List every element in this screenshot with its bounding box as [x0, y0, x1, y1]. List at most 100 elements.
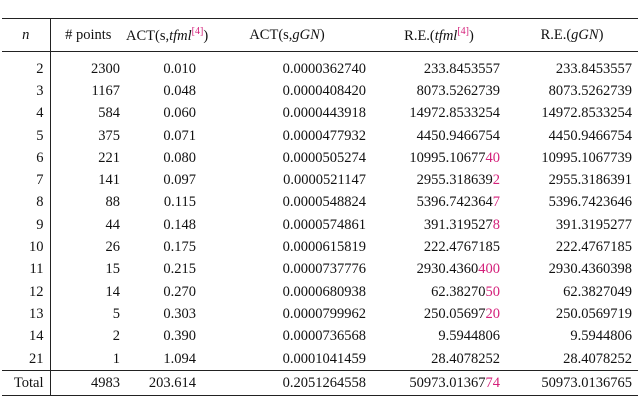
header-text: # points: [65, 26, 112, 43]
cell-text: 391.319527: [423, 216, 493, 233]
cell: 21: [2, 347, 51, 371]
table-footer: Total 4983 203.614 0.2051264558 50973.013677…: [2, 370, 638, 396]
cell: 0.0000737776: [202, 259, 372, 281]
cell: 9: [2, 214, 51, 237]
cell: 26: [50, 236, 126, 258]
cell-text: 50973.01367: [409, 374, 486, 391]
cell-text: 0.2051264558: [282, 374, 366, 391]
cell-text: 4983: [91, 374, 120, 391]
header-text: ): [203, 27, 209, 44]
differing-digits: 40: [485, 149, 501, 166]
cell-text: 0.0000362740: [282, 60, 366, 77]
header-cell: R.E.(tfml[4]): [372, 19, 506, 52]
cell: 8073.5262739: [372, 80, 506, 102]
cell: 0.048: [126, 80, 202, 102]
cell-text: 28.4078252: [431, 350, 500, 367]
cell-text: 0.0000799962: [282, 305, 366, 322]
cell: 0.0000736568: [202, 326, 372, 348]
header-text: ACT(s,: [249, 26, 293, 43]
cell: 50973.0136774: [372, 371, 506, 396]
differing-digits: 400: [478, 261, 500, 278]
cell-text: 14: [29, 328, 44, 345]
cell-text: 6: [36, 149, 44, 166]
cell: 1167: [50, 80, 126, 102]
cell: 7: [2, 169, 51, 192]
cell: 2955.3186392: [372, 169, 506, 191]
cell-text: 5396.742364: [416, 194, 493, 211]
cell-text: 250.0569719: [555, 305, 632, 322]
header-text: tfml: [434, 27, 458, 44]
cell: 0.0000521147: [202, 169, 372, 191]
cell: 6: [2, 147, 51, 170]
cell-text: 0.0000477932: [282, 127, 366, 144]
cell: 0.0000574861: [202, 214, 372, 236]
header-text: ACT(s,: [126, 27, 170, 44]
cell-text: 221: [98, 149, 120, 166]
cell-text: 2955.3186391: [548, 172, 632, 189]
table-row: 3 1167 0.048 0.0000408420 8073.5262739 8073.5…: [2, 80, 638, 103]
cell-text: 0.060: [163, 105, 196, 122]
total-row: Total 4983 203.614 0.2051264558 50973.013677…: [2, 370, 638, 396]
header-row: n # points ACT(s,tfml[4]) ACT(s,gGN) R.E.(tf…: [2, 18, 638, 52]
cell: 15: [50, 259, 126, 281]
cell-text: 62.3827049: [563, 283, 632, 300]
cell: 5: [2, 124, 51, 148]
cell-text: 28.4078252: [563, 350, 632, 367]
cell-text: 0.048: [163, 82, 196, 99]
table-row: 6 221 0.080 0.0000505274 10995.1067740 10995.…: [2, 147, 638, 170]
cell: 1.094: [126, 348, 202, 371]
cell-text: 0.0001041459: [282, 350, 366, 367]
cell-text: Total: [13, 374, 44, 391]
cell-text: 0.080: [163, 149, 196, 166]
table-row: 21 1 1.094 0.0001041459 28.4078252 28.4078252: [2, 347, 638, 371]
cell: 0.148: [126, 214, 202, 236]
cell: 4450.9466754: [372, 125, 506, 147]
cell-text: 44: [105, 216, 121, 233]
header-text: ): [598, 26, 604, 43]
cell: 141: [50, 169, 126, 191]
cell: 14972.8533254: [372, 103, 506, 125]
cell: 0.071: [126, 125, 202, 147]
cell: 584: [50, 103, 126, 125]
cell: 62.3827049: [506, 281, 638, 303]
cell-text: 14: [105, 283, 121, 300]
cell: 0.2051264558: [202, 371, 372, 396]
cell: 0.010: [126, 52, 202, 81]
cell: 233.8453557: [372, 52, 506, 81]
header-text: n: [22, 26, 30, 43]
cell-text: 26: [105, 239, 121, 256]
cell: 5396.7423646: [506, 192, 638, 214]
cell-text: 11: [29, 261, 44, 278]
cell-text: 10995.10677: [409, 149, 486, 166]
cell: 10995.1067740: [372, 147, 506, 169]
header-text: ): [319, 26, 325, 43]
differing-digits: 2: [492, 172, 500, 189]
cell-text: 0.303: [163, 305, 196, 322]
cell: 0.0000443918: [202, 103, 372, 125]
cell-text: 203.614: [148, 374, 196, 391]
differing-digits: 50: [485, 283, 501, 300]
cell-text: 0.0000736568: [282, 328, 366, 345]
cell: 2: [2, 51, 51, 81]
cell-text: 5396.7423646: [548, 194, 632, 211]
table-row: 14 2 0.390 0.0000736568 9.5944806 9.5944806: [2, 325, 638, 348]
table-row: 7 141 0.097 0.0000521147 2955.3186392 2955.31…: [2, 169, 638, 192]
cell-text: 2: [36, 60, 44, 77]
cell-text: 0.390: [163, 328, 196, 345]
cell-text: 391.3195277: [555, 216, 632, 233]
cell: 4: [2, 102, 51, 125]
table-row: 10 26 0.175 0.0000615819 222.4767185 222.4767…: [2, 236, 638, 259]
cell: Total: [2, 370, 51, 396]
cell: 4450.9466754: [506, 125, 638, 147]
cell: 2955.3186391: [506, 169, 638, 191]
cell-text: 5: [112, 305, 120, 322]
cell-text: 2300: [91, 60, 120, 77]
cell: 14972.8533254: [506, 103, 638, 125]
table-row: 13 5 0.303 0.0000799962 250.0569720 250.05697…: [2, 303, 638, 326]
cell-text: 10: [29, 239, 44, 256]
cell-text: 88: [105, 194, 121, 211]
cell-text: 9.5944806: [438, 328, 500, 345]
cell: 203.614: [126, 371, 202, 396]
cell: 88: [50, 192, 126, 214]
table-row: 12 14 0.270 0.0000680938 62.3827050 62.382704…: [2, 280, 638, 304]
